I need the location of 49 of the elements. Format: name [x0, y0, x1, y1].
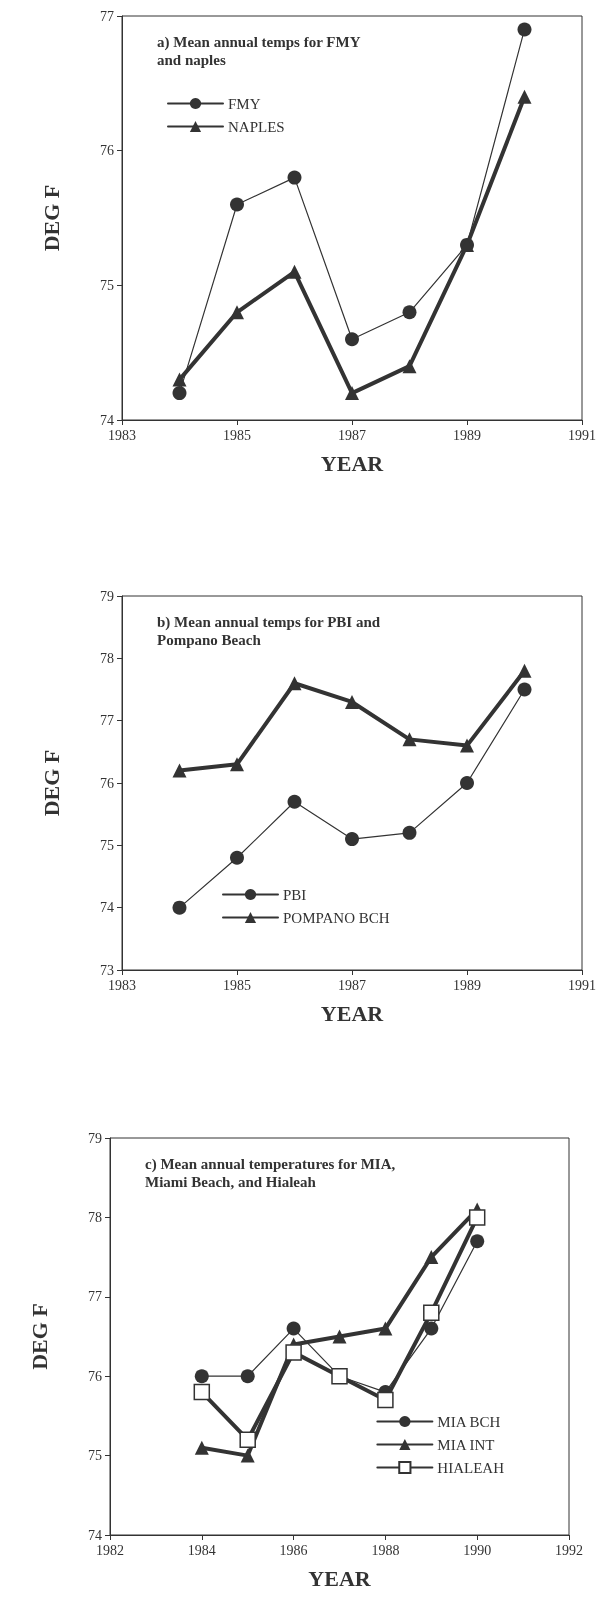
- y-tick-label: 75: [88, 1448, 102, 1464]
- y-tick-label: 75: [100, 277, 114, 293]
- legend-label: POMPANO BCH: [283, 909, 390, 926]
- x-axis-title: YEAR: [320, 450, 385, 476]
- legend-label: FMY: [228, 95, 261, 112]
- x-tick-label: 1989: [453, 977, 481, 993]
- x-tick-label: 1987: [338, 977, 366, 993]
- y-tick-label: 76: [100, 143, 114, 159]
- x-tick-label: 1989: [453, 427, 481, 443]
- x-axis-title: YEAR: [308, 1565, 372, 1591]
- x-tick-label: 1992: [555, 1542, 583, 1558]
- text: b) Mean annual temps for PBI and Pompano Beach: [157, 614, 384, 648]
- y-axis-title: DEG F: [38, 749, 64, 817]
- y-tick-label: 74: [100, 900, 114, 916]
- y-tick-label: 79: [100, 588, 114, 604]
- text: c) Mean annual temperatures for MIA, Miami Beach, and Hialeah: [145, 1156, 399, 1190]
- y-axis-title: DEG F: [26, 1303, 52, 1370]
- y-tick-label: 76: [88, 1368, 102, 1384]
- y-tick-label: 78: [100, 650, 114, 666]
- legend-label: MIA BCH: [437, 1413, 501, 1430]
- legend-label: MIA INT: [437, 1436, 495, 1453]
- x-tick-label: 1988: [371, 1542, 400, 1558]
- y-tick-label: 78: [88, 1209, 102, 1225]
- x-tick-label: 1986: [279, 1542, 308, 1558]
- x-tick-label: 1983: [108, 427, 136, 443]
- y-axis-title: DEG F: [38, 184, 64, 252]
- x-tick-label: 1983: [108, 977, 136, 993]
- text: a) Mean annual temps for FMY and naples: [157, 34, 364, 68]
- y-tick-label: 77: [100, 713, 114, 729]
- y-tick-label: 73: [100, 962, 114, 978]
- y-tick-label: 77: [88, 1289, 102, 1305]
- y-tick-label: 74: [88, 1527, 102, 1543]
- x-tick-label: 1990: [463, 1542, 492, 1558]
- x-tick-label: 1984: [187, 1542, 216, 1558]
- x-tick-label: 1987: [338, 427, 366, 443]
- x-tick-label: 1991: [568, 427, 596, 443]
- y-tick-label: 79: [88, 1130, 102, 1146]
- y-tick-label: 75: [100, 837, 114, 853]
- x-tick-label: 1985: [223, 977, 251, 993]
- x-tick-label: 1985: [223, 427, 251, 443]
- y-tick-label: 76: [100, 775, 114, 791]
- legend-label: HIALEAH: [437, 1459, 505, 1476]
- x-tick-label: 1982: [96, 1542, 124, 1558]
- legend-label: PBI: [283, 886, 307, 903]
- y-tick-label: 74: [100, 412, 114, 428]
- x-axis-title: YEAR: [320, 1000, 385, 1026]
- x-tick-label: 1991: [568, 977, 596, 993]
- y-tick-label: 77: [100, 8, 114, 24]
- legend-label: NAPLES: [228, 118, 285, 135]
